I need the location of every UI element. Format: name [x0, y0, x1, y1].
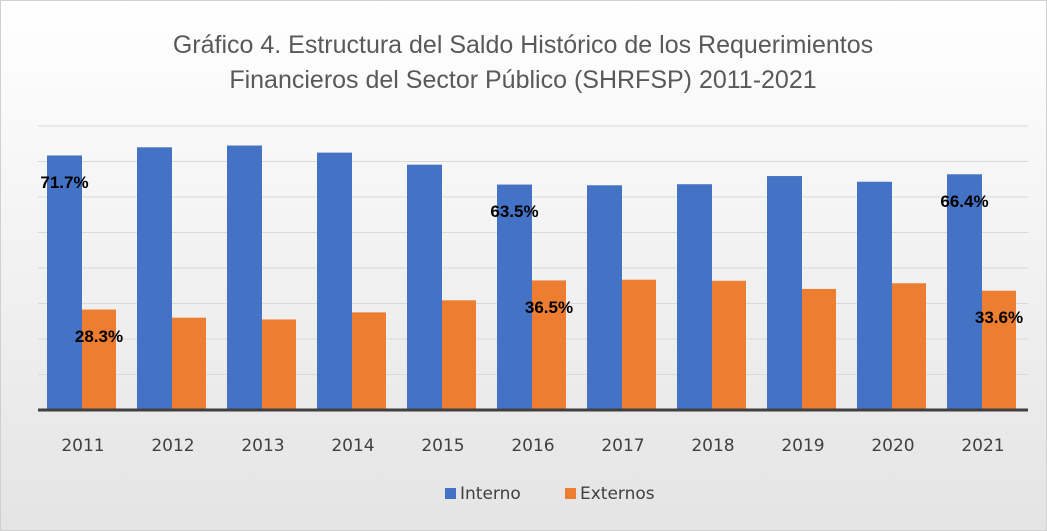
bar: [532, 280, 566, 410]
x-tick-label: 2016: [511, 436, 554, 456]
data-label: 71.7%: [40, 173, 88, 192]
bar: [317, 152, 352, 410]
legend-label: Externos: [580, 484, 655, 504]
bar: [442, 300, 476, 410]
chart-title: Gráfico 4. Estructura del Saldo Históric…: [172, 31, 874, 94]
bar: [802, 288, 836, 410]
data-label: 28.3%: [75, 327, 123, 346]
bar: [137, 147, 172, 411]
bar: [767, 176, 802, 410]
bar: [892, 283, 926, 410]
legend-swatch: [565, 488, 576, 499]
x-tick-label: 2011: [61, 436, 104, 456]
bar: [172, 317, 206, 410]
bar: [947, 174, 982, 410]
bar: [227, 145, 262, 410]
data-label: 33.6%: [975, 308, 1023, 327]
legend-swatch: [445, 488, 456, 499]
x-tick-label: 2014: [331, 436, 374, 456]
x-tick-label: 2012: [151, 436, 194, 456]
bar: [857, 181, 892, 410]
x-tick-label: 2021: [961, 436, 1004, 456]
x-tick-label: 2018: [691, 436, 734, 456]
bar: [47, 155, 82, 410]
data-label: 66.4%: [940, 192, 988, 211]
bar: [677, 184, 712, 410]
data-label: 36.5%: [525, 298, 573, 317]
x-tick-label: 2015: [421, 436, 464, 456]
bar: [712, 280, 746, 410]
data-label: 63.5%: [490, 202, 538, 221]
bar: [497, 184, 532, 410]
x-tick-label: 2019: [781, 436, 824, 456]
bar: [622, 279, 656, 410]
bar: [407, 164, 442, 410]
bar: [352, 312, 386, 410]
x-tick-label: 2017: [601, 436, 644, 456]
bar: [82, 309, 116, 410]
bar: [262, 319, 296, 410]
bar: [982, 290, 1016, 410]
legend-label: Interno: [460, 484, 521, 504]
x-tick-label: 2013: [241, 436, 284, 456]
bar: [587, 185, 622, 410]
x-tick-label: 2020: [871, 436, 914, 456]
